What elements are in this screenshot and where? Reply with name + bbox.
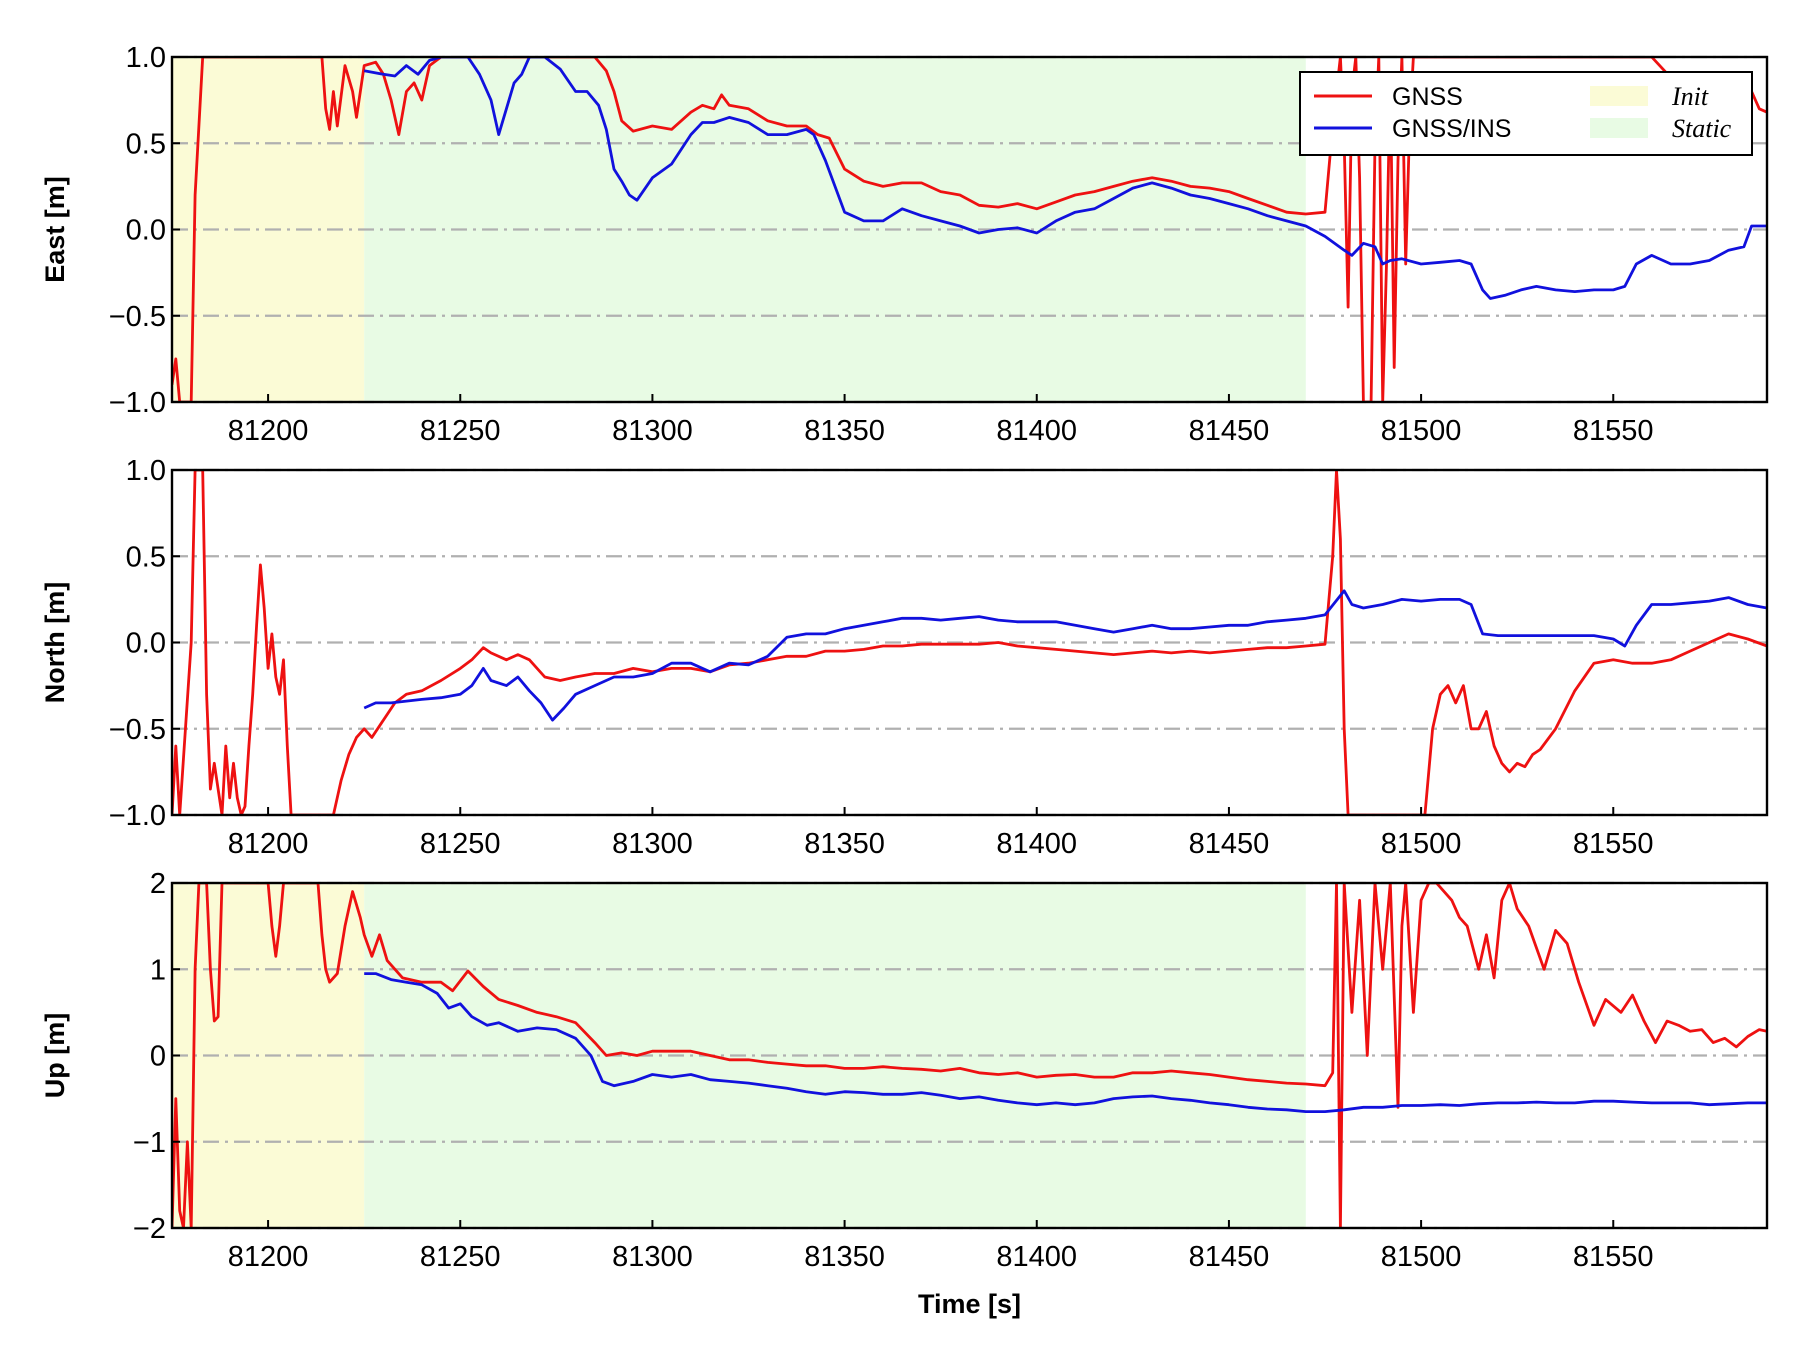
x-tick-label: 81200 xyxy=(228,828,309,860)
x-tick-label: 81200 xyxy=(228,1241,309,1273)
legend-label: GNSS xyxy=(1392,83,1463,111)
y-tick-label: 0 xyxy=(150,1041,166,1073)
x-tick-label: 81450 xyxy=(1189,828,1270,860)
x-tick-label: 81450 xyxy=(1189,1241,1270,1273)
x-tick-label: 81400 xyxy=(996,828,1077,860)
x-tick-label: 81500 xyxy=(1381,1241,1462,1273)
x-tick-label: 81250 xyxy=(420,1241,501,1273)
legend-label: GNSS/INS xyxy=(1392,115,1511,143)
x-tick-label: 81300 xyxy=(612,828,693,860)
x-tick-label: 81350 xyxy=(804,828,885,860)
series-line-gnss-ins xyxy=(364,972,1767,1113)
x-tick-label: 81200 xyxy=(228,415,309,447)
y-tick-label: −0.5 xyxy=(109,714,166,746)
x-axis-label: Time [s] xyxy=(918,1289,1021,1319)
series-line-gnss xyxy=(172,470,1767,815)
x-tick-label: 81450 xyxy=(1189,415,1270,447)
legend-box xyxy=(1299,71,1753,156)
y-tick-label: −1.0 xyxy=(109,800,166,832)
x-tick-label: 81550 xyxy=(1573,828,1654,860)
y-axis-label: North [m] xyxy=(40,582,70,703)
panel-east: −1.0 −0.5 0.0 0.5 1.0 81200 81250 81300 81350 814… xyxy=(40,42,1769,447)
y-tick-label: 1 xyxy=(150,954,166,986)
y-tick-label: −2 xyxy=(133,1213,166,1245)
x-tick-label: 81250 xyxy=(420,828,501,860)
x-tick-label: 81500 xyxy=(1381,828,1462,860)
x-tick-label: 81550 xyxy=(1573,1241,1654,1273)
y-tick-label: 2 xyxy=(150,868,166,900)
legend-patch-static xyxy=(1590,118,1648,138)
x-tick-label: 81300 xyxy=(612,1241,693,1273)
x-tick-label: 81350 xyxy=(804,415,885,447)
y-tick-label: 0.5 xyxy=(126,541,166,573)
panel-north: −1.0 −0.5 0.0 0.5 1.0 81200 81250 81300 81350 814… xyxy=(40,455,1769,860)
y-tick-label: 0.0 xyxy=(126,215,166,247)
y-tick-label: 0.5 xyxy=(126,128,166,160)
y-tick-label: 0.0 xyxy=(126,628,166,660)
legend-label: Init xyxy=(1671,82,1709,111)
y-tick-label: 1.0 xyxy=(126,455,166,487)
legend-patch-init xyxy=(1590,86,1648,106)
x-tick-label: 81250 xyxy=(420,415,501,447)
x-tick-label: 81550 xyxy=(1573,415,1654,447)
series-line-gnss-ins xyxy=(363,589,1767,722)
y-axis-label: East [m] xyxy=(40,176,70,283)
x-tick-label: 81350 xyxy=(804,1241,885,1273)
x-tick-label: 81400 xyxy=(996,1241,1077,1273)
y-axis-label: Up [m] xyxy=(40,1013,70,1098)
legend: GNSS GNSS/INS Init Static xyxy=(1299,71,1753,156)
x-tick-label: 81300 xyxy=(612,415,693,447)
y-tick-label: −0.5 xyxy=(109,301,166,333)
y-tick-label: −1 xyxy=(133,1127,166,1159)
series-line-gnss xyxy=(172,883,1767,1228)
x-tick-label: 81500 xyxy=(1381,415,1462,447)
series-line-gnss-ins xyxy=(363,57,1767,300)
y-tick-label: −1.0 xyxy=(109,387,166,419)
y-tick-label: 1.0 xyxy=(126,42,166,74)
x-tick-label: 81400 xyxy=(996,415,1077,447)
legend-label: Static xyxy=(1672,114,1732,143)
panel-up: −2 −1 0 1 2 81200 81250 81300 81350 81400 81450 815… xyxy=(40,868,1769,1319)
